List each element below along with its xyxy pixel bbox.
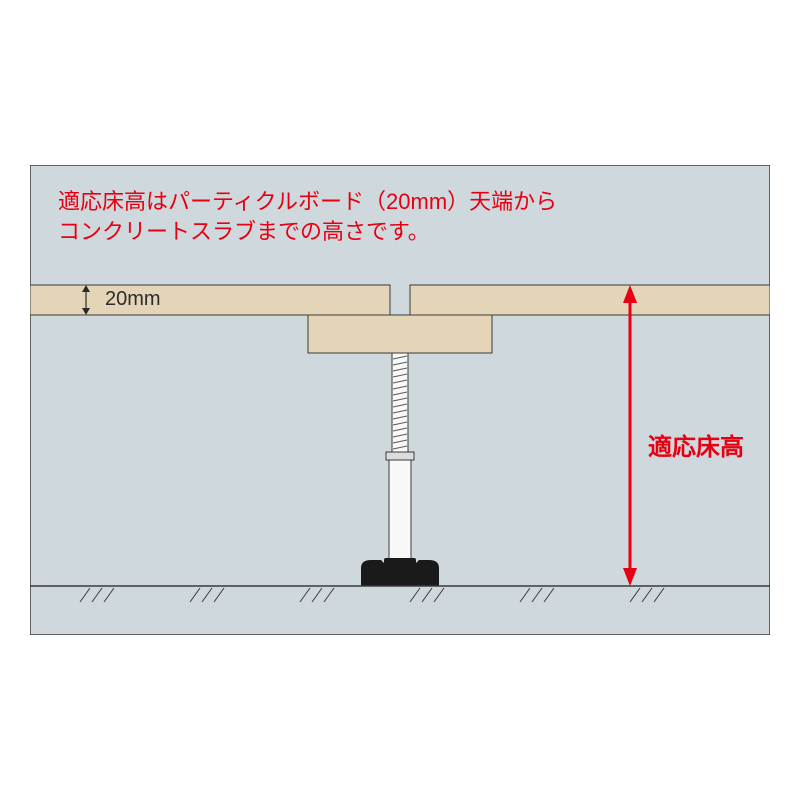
height-arrow-label: 適応床高	[648, 433, 744, 461]
caption-line2: コンクリートスラブまでの高さです。	[58, 219, 430, 244]
bolt-shaft	[389, 455, 411, 560]
floor-height-diagram: 適応床高はパーティクルボード（20mm）天端からコンクリートスラブまでの高さです…	[30, 165, 770, 635]
particle-board-right	[410, 285, 770, 315]
caption-line1: 適応床高はパーティクルボード（20mm）天端から	[58, 189, 557, 214]
support-block	[308, 315, 492, 353]
thickness-label: 20mm	[105, 288, 161, 310]
